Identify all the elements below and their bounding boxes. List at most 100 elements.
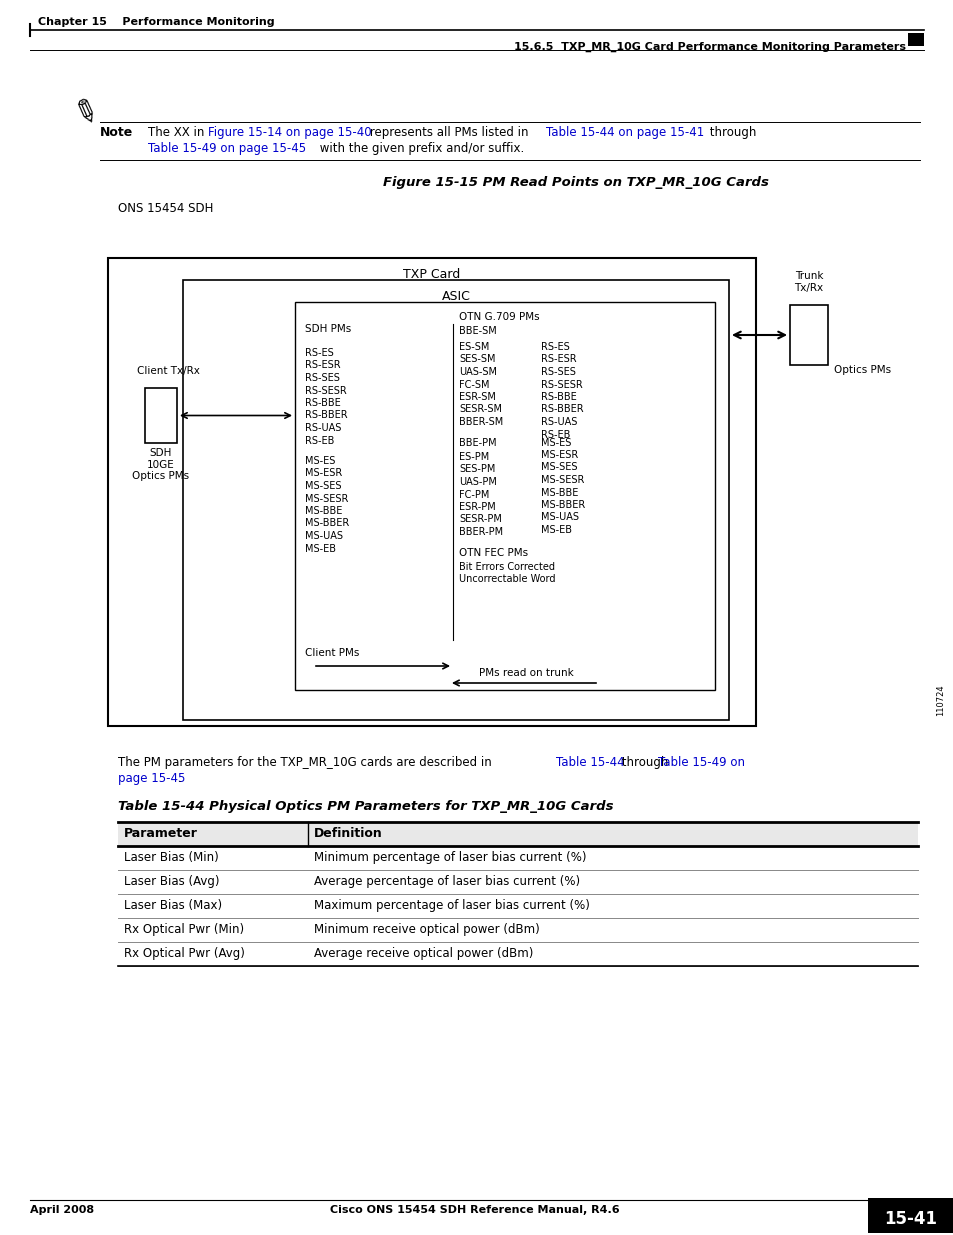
Text: MS-EB: MS-EB: [305, 543, 335, 553]
Text: Rx Optical Pwr (Min): Rx Optical Pwr (Min): [124, 923, 244, 936]
Text: ES-SM: ES-SM: [458, 342, 489, 352]
Text: Optics PMs: Optics PMs: [833, 366, 890, 375]
Bar: [108, 258, 755, 726]
Text: RS-SES: RS-SES: [305, 373, 339, 383]
Text: ✎: ✎: [68, 95, 102, 131]
Text: with the given prefix and/or suffix.: with the given prefix and/or suffix.: [315, 142, 524, 156]
Text: ES-PM: ES-PM: [458, 452, 489, 462]
Text: MS-ESR: MS-ESR: [540, 450, 578, 459]
Text: The XX in: The XX in: [148, 126, 208, 140]
Text: Figure 15-14 on page 15-40: Figure 15-14 on page 15-40: [208, 126, 372, 140]
Text: Laser Bias (Min): Laser Bias (Min): [124, 851, 218, 864]
Text: Chapter 15    Performance Monitoring: Chapter 15 Performance Monitoring: [38, 17, 274, 27]
Text: BBER-SM: BBER-SM: [458, 417, 503, 427]
Text: Parameter: Parameter: [124, 827, 197, 840]
Text: ESR-SM: ESR-SM: [458, 391, 496, 403]
Text: BBE-SM: BBE-SM: [458, 326, 497, 336]
Text: SES-SM: SES-SM: [458, 354, 495, 364]
Text: through: through: [705, 126, 756, 140]
Text: RS-SESR: RS-SESR: [540, 379, 582, 389]
Text: RS-BBE: RS-BBE: [540, 391, 577, 403]
Bar: [183, 280, 728, 720]
Text: Table 15-49 on page 15-45: Table 15-49 on page 15-45: [148, 142, 306, 156]
Text: ASIC: ASIC: [441, 290, 470, 303]
Text: Table 15-44: Table 15-44: [556, 756, 624, 769]
Text: .: .: [178, 772, 182, 785]
Text: Note: Note: [100, 126, 133, 140]
Text: RS-BBER: RS-BBER: [540, 405, 583, 415]
Text: Bit Errors Corrected: Bit Errors Corrected: [458, 562, 555, 572]
Text: OTN FEC PMs: OTN FEC PMs: [458, 547, 528, 557]
Text: RS-SES: RS-SES: [540, 367, 576, 377]
Text: OTN G.709 PMs: OTN G.709 PMs: [458, 312, 539, 322]
Text: RS-UAS: RS-UAS: [305, 424, 341, 433]
Text: SESR-SM: SESR-SM: [458, 405, 501, 415]
Text: MS-SESR: MS-SESR: [305, 494, 348, 504]
Text: Table 15-49 on: Table 15-49 on: [658, 756, 744, 769]
Text: MS-SES: MS-SES: [305, 480, 341, 492]
Text: RS-ESR: RS-ESR: [540, 354, 576, 364]
Bar: [294, 303, 714, 690]
Text: Minimum percentage of laser bias current (%): Minimum percentage of laser bias current…: [314, 851, 586, 864]
Bar: [145, 388, 177, 443]
Text: UAS-SM: UAS-SM: [458, 367, 497, 377]
Text: RS-SESR: RS-SESR: [305, 385, 346, 395]
Text: MS-ESR: MS-ESR: [305, 468, 342, 478]
Text: Uncorrectable Word: Uncorrectable Word: [458, 574, 555, 584]
Text: SDH PMs: SDH PMs: [305, 324, 351, 333]
Text: The PM parameters for the TXP_MR_10G cards are described in: The PM parameters for the TXP_MR_10G car…: [118, 756, 495, 769]
Text: Client PMs: Client PMs: [305, 648, 359, 658]
Text: 110724: 110724: [935, 684, 944, 716]
Bar: [789, 305, 827, 366]
Text: MS-ES: MS-ES: [305, 456, 335, 466]
Text: MS-BBER: MS-BBER: [540, 500, 584, 510]
Text: UAS-PM: UAS-PM: [458, 477, 497, 487]
Text: RS-BBER: RS-BBER: [305, 410, 347, 420]
Text: RS-ES: RS-ES: [305, 348, 334, 358]
Text: MS-BBER: MS-BBER: [305, 519, 349, 529]
Text: 15-41: 15-41: [883, 1210, 937, 1228]
Text: MS-UAS: MS-UAS: [540, 513, 578, 522]
Text: TXP Card: TXP Card: [403, 268, 460, 282]
Text: ONS 15454 SDH: ONS 15454 SDH: [118, 203, 213, 215]
Text: through: through: [618, 756, 672, 769]
Text: Laser Bias (Avg): Laser Bias (Avg): [124, 876, 219, 888]
Text: MS-ES: MS-ES: [540, 437, 571, 447]
Text: RS-ES: RS-ES: [540, 342, 569, 352]
Bar: [118, 823, 917, 846]
Text: page 15-45: page 15-45: [118, 772, 185, 785]
Text: SESR-PM: SESR-PM: [458, 515, 501, 525]
Text: Minimum receive optical power (dBm): Minimum receive optical power (dBm): [314, 923, 539, 936]
Text: RS-UAS: RS-UAS: [540, 417, 577, 427]
Text: MS-UAS: MS-UAS: [305, 531, 343, 541]
Text: represents all PMs listed in: represents all PMs listed in: [366, 126, 532, 140]
Text: MS-SES: MS-SES: [540, 462, 577, 473]
Text: 15.6.5  TXP_MR_10G Card Performance Monitoring Parameters: 15.6.5 TXP_MR_10G Card Performance Monit…: [514, 42, 905, 52]
Text: RS-ESR: RS-ESR: [305, 361, 340, 370]
Text: Client Tx/Rx: Client Tx/Rx: [137, 366, 200, 375]
Text: MS-BBE: MS-BBE: [305, 506, 342, 516]
Text: RS-BBE: RS-BBE: [305, 398, 340, 408]
Text: Table 15-44 Physical Optics PM Parameters for TXP_MR_10G Cards: Table 15-44 Physical Optics PM Parameter…: [118, 800, 613, 813]
Text: Cisco ONS 15454 SDH Reference Manual, R4.6: Cisco ONS 15454 SDH Reference Manual, R4…: [330, 1205, 619, 1215]
Text: Table 15-44 on page 15-41: Table 15-44 on page 15-41: [545, 126, 703, 140]
Text: Figure 15-15 PM Read Points on TXP_MR_10G Cards: Figure 15-15 PM Read Points on TXP_MR_10…: [382, 177, 768, 189]
Text: Average receive optical power (dBm): Average receive optical power (dBm): [314, 947, 533, 960]
Text: BBER-PM: BBER-PM: [458, 527, 502, 537]
Text: FC-PM: FC-PM: [458, 489, 489, 499]
Text: SDH
10GE
Optics PMs: SDH 10GE Optics PMs: [132, 448, 190, 482]
Text: April 2008: April 2008: [30, 1205, 94, 1215]
Text: MS-SESR: MS-SESR: [540, 475, 584, 485]
Bar: [907, 33, 923, 46]
Text: Maximum percentage of laser bias current (%): Maximum percentage of laser bias current…: [314, 899, 589, 911]
Text: Average percentage of laser bias current (%): Average percentage of laser bias current…: [314, 876, 579, 888]
Text: SES-PM: SES-PM: [458, 464, 495, 474]
Text: Rx Optical Pwr (Avg): Rx Optical Pwr (Avg): [124, 947, 245, 960]
Text: MS-EB: MS-EB: [540, 525, 572, 535]
Text: RS-EB: RS-EB: [540, 430, 570, 440]
Text: Laser Bias (Max): Laser Bias (Max): [124, 899, 222, 911]
Text: Definition: Definition: [314, 827, 382, 840]
Text: RS-EB: RS-EB: [305, 436, 334, 446]
Bar: [867, 1198, 953, 1233]
Text: PMs read on trunk: PMs read on trunk: [478, 668, 573, 678]
